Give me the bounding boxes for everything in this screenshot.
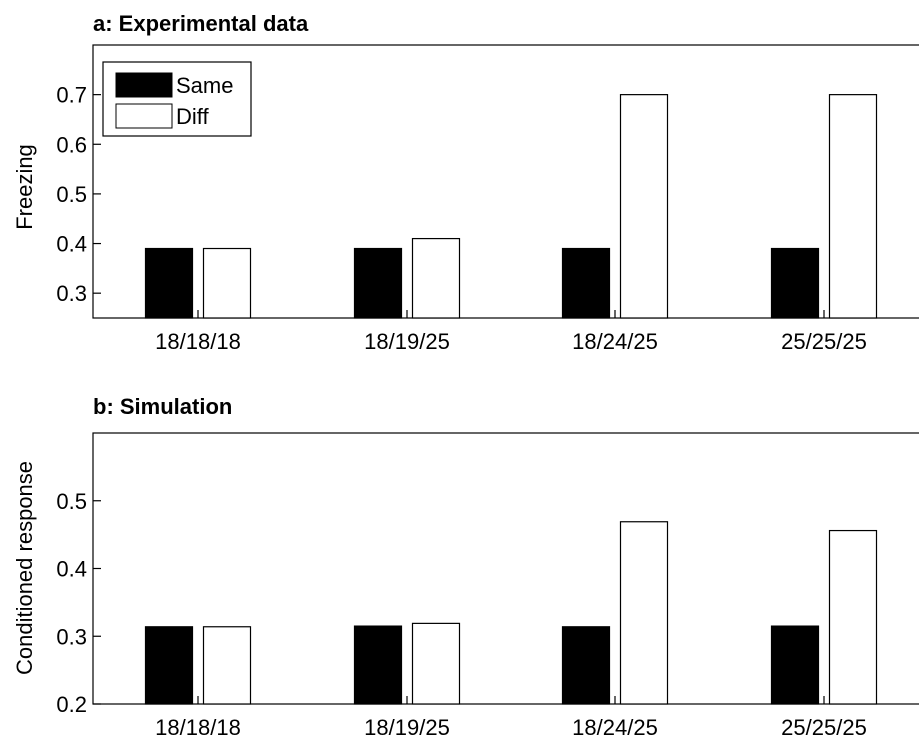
panel-a-plot-frame — [92, 44, 919, 319]
panel-a-marks: 0.3 0.4 0.5 0.6 0.7 18/18/18 18/19/25 18/24/25 2… — [56, 83, 878, 354]
panel-b-bar-same-3 — [561, 626, 611, 705]
legend-label-diff: Diff — [176, 104, 209, 129]
panel-a-x-tick-label: 25/25/25 — [781, 329, 867, 354]
panel-a-y-tick-label: 0.3 — [56, 281, 87, 306]
panel-a-legend: Same Diff — [102, 61, 252, 137]
panel-a-bar-same-3 — [561, 247, 611, 319]
panel-a-y-tick-label: 0.7 — [56, 83, 87, 108]
panel-b-bar-diff-3 — [619, 521, 669, 705]
panel-b-y-tick-label: 0.5 — [56, 489, 87, 514]
panel-b-x-tick-label: 18/18/18 — [155, 715, 241, 740]
panel-a-x-tick-label: 18/18/18 — [155, 329, 241, 354]
panel-b-x-tick-label: 18/24/25 — [572, 715, 658, 740]
panel-b-marks: 0.2 0.3 0.4 0.5 18/18/18 18/19/25 18/24/25 25/2… — [56, 489, 878, 740]
panel-a-bar-diff-2 — [411, 237, 461, 319]
panel-b-bar-same-1 — [144, 626, 194, 705]
panel-b-bar-same-2 — [353, 625, 403, 705]
panel-b-bar-diff-4 — [828, 529, 878, 705]
panel-a-x-tick-label: 18/19/25 — [364, 329, 450, 354]
panel-a-title: a: Experimental data — [93, 11, 309, 36]
panel-a-bar-diff-4 — [828, 94, 878, 319]
panel-b-title: b: Simulation — [93, 394, 232, 419]
legend-label-same: Same — [176, 73, 233, 98]
panel-b-bar-diff-1 — [202, 626, 252, 705]
panel-b-x-tick-label: 18/19/25 — [364, 715, 450, 740]
panel-a-x-tick-label: 18/24/25 — [572, 329, 658, 354]
panel-b-simulation: b: Simulation Conditioned response 0.20.… — [12, 394, 919, 740]
panel-b-bar-diff-2 — [411, 622, 461, 705]
panel-b-y-tick-label: 0.3 — [56, 624, 87, 649]
panel-b-y-axis-label: Conditioned response — [12, 461, 37, 675]
panel-b-bar-same-4 — [770, 625, 820, 705]
panel-a-bar-diff-1 — [202, 247, 252, 319]
panel-a-y-tick-label: 0.5 — [56, 182, 87, 207]
panel-a-y-tick-label: 0.4 — [56, 232, 87, 257]
legend-swatch-diff — [115, 103, 173, 129]
legend-swatch-same — [115, 72, 173, 98]
panel-b-y-tick-label: 0.4 — [56, 557, 87, 582]
panel-b-x-tick-label: 25/25/25 — [781, 715, 867, 740]
panel-a-bar-diff-3 — [619, 94, 669, 319]
panel-a-bar-same-4 — [770, 247, 820, 319]
panel-a-experimental-data: a: Experimental data Freezing 0.30.40.50… — [12, 11, 919, 354]
panel-a-y-tick-label: 0.6 — [56, 132, 87, 157]
panel-b-y-tick-label: 0.2 — [56, 692, 87, 717]
panel-a-bar-same-1 — [144, 247, 194, 319]
panel-a-bar-same-2 — [353, 247, 403, 319]
panel-a-y-axis-label: Freezing — [12, 144, 37, 230]
